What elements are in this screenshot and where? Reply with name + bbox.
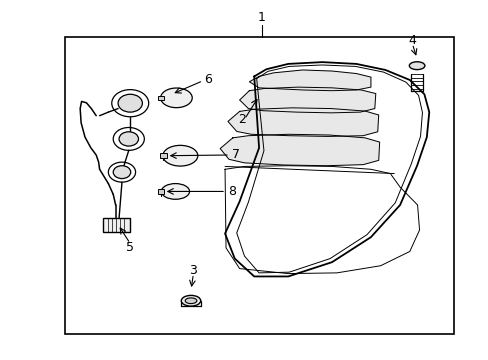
Text: 5: 5: [126, 240, 134, 254]
Circle shape: [118, 94, 142, 112]
Ellipse shape: [160, 88, 192, 108]
Polygon shape: [220, 134, 379, 166]
Polygon shape: [249, 70, 370, 91]
Bar: [64, 37, 453, 334]
Text: 7: 7: [231, 148, 239, 162]
Ellipse shape: [161, 184, 189, 199]
Text: 3: 3: [189, 264, 197, 276]
Text: 6: 6: [203, 73, 211, 86]
Text: 1: 1: [257, 11, 265, 24]
Bar: [160, 153, 166, 158]
Polygon shape: [239, 87, 375, 113]
Circle shape: [119, 132, 138, 146]
Bar: [158, 189, 163, 194]
Ellipse shape: [181, 296, 201, 306]
Text: 2: 2: [238, 113, 245, 126]
Ellipse shape: [185, 298, 197, 303]
Polygon shape: [227, 108, 378, 136]
Text: 8: 8: [227, 185, 235, 198]
FancyBboxPatch shape: [103, 218, 130, 232]
Bar: [158, 96, 163, 100]
Circle shape: [113, 166, 130, 179]
Text: 4: 4: [407, 34, 415, 47]
Ellipse shape: [163, 145, 198, 166]
Ellipse shape: [408, 62, 424, 69]
